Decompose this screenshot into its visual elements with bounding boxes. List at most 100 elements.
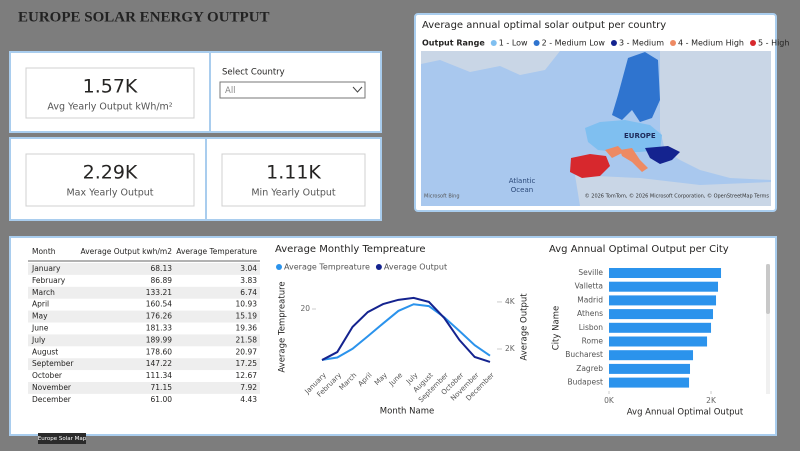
table-cell: 178.60 [146,347,172,356]
legend-marker [670,40,677,46]
map[interactable]: EUROPE Atlantic Ocean Microsoft Bing © 2… [421,51,771,206]
table-cell: November [32,383,72,392]
table-cell: 19.36 [236,324,258,333]
table-cell: 111.34 [146,371,172,380]
legend-label: 2 - Medium Low [542,39,606,48]
table-cell: 133.21 [146,288,172,297]
table-row-band [28,334,260,347]
card-value: 1.11K [266,162,321,184]
y-tick-label: 20 [300,304,310,313]
y-tick-label: Budapest [568,378,604,387]
slicer-dropdown[interactable] [219,81,366,99]
y-tick-label: Seville [578,268,603,277]
table-cell: 68.13 [151,264,173,273]
map-ocean-label: Ocean [511,186,533,194]
table-cell: 61.00 [151,395,173,404]
table-cell: 10.93 [236,300,258,309]
legend-marker [533,40,540,46]
legend-marker [375,264,382,270]
table-cell: April [32,300,49,309]
tooltip [38,433,86,444]
legend-marker [276,264,282,270]
card-label: Avg Yearly Output kWh/m² [47,102,172,113]
map-attribution: © 2026 TomTom, © 2026 Microsoft Corporat… [585,193,770,200]
table-row-band [28,382,260,394]
legend-label: 1 - Low [499,39,528,48]
table-cell: March [32,288,55,297]
tooltip-text: Europe Solar Map [38,436,87,442]
x-axis-title: Month Name [380,407,434,417]
y-tick-label: Bucharest [565,350,603,359]
table-header: Average Output kwh/m2 [81,247,173,256]
table-cell: 3.83 [240,276,257,285]
table-cell: 15.19 [236,312,258,321]
y-tick-label: Rome [582,337,604,346]
table-row-band [28,263,260,275]
table-cell: December [32,395,72,404]
map-legend: Output Range 1 - Low 2 - Medium Low 3 - Med… [422,39,789,48]
x-tick-label: 0K [604,396,615,405]
table-cell: May [32,312,48,321]
table-cell: 4.43 [240,395,257,404]
table-cell: 20.97 [236,347,258,356]
dashboard-title: EUROPE SOLAR ENERGY OUTPUT [18,9,270,25]
table-header: Month [32,247,56,256]
card-label: Max Yearly Output [66,188,153,199]
bar [609,268,722,278]
slicer-value: All [225,86,236,96]
table-row-band [28,358,260,371]
table-cell: 12.67 [236,371,258,380]
map-region [645,146,680,164]
card-label: Min Yearly Output [251,188,336,199]
x-axis-title: Avg Annual Optimal Output [627,408,744,418]
bar [609,350,694,361]
scrollbar-thumb[interactable] [766,264,770,314]
bar [609,363,691,374]
bar [609,309,714,320]
line-series [321,296,491,363]
table-cell: 71.15 [151,383,173,392]
chart-title: Avg Annual Optimal Output per City [549,244,729,255]
legend-label: 5 - High [758,39,789,48]
y-tick-label: Madrid [577,295,603,304]
table-cell: 160.54 [146,300,172,309]
slicer-label: Select Country [222,68,285,78]
legend-label: 4 - Medium High [678,39,744,48]
table-cell: August [32,347,58,356]
table-header: Average Temperature [176,247,257,256]
card-value: 1.57K [83,76,138,98]
map-region [605,146,624,158]
bar [609,377,690,388]
y-axis-title: City Name [552,306,562,350]
legend-marker [490,40,497,46]
card-inner [25,67,195,119]
table-cell: February [32,276,66,285]
map-land [575,175,771,206]
y-tick-label: Valletta [575,282,603,291]
table-cell: October [32,371,63,380]
table-cell: January [31,264,61,273]
table-cell: 6.74 [240,288,257,297]
table-cell: September [32,359,74,368]
y-tick-label: Athens [577,309,603,318]
table-cell: 189.99 [146,335,172,344]
table-cell: 3.04 [240,264,257,273]
bar [609,281,719,292]
legend-label: 3 - Medium [619,39,664,48]
y-axis-title: Average Tempreature [278,281,288,372]
map-region [620,148,648,172]
legend-marker [610,40,617,46]
map-region [585,120,662,152]
bar [609,336,708,347]
table-cell: 147.22 [146,359,172,368]
line-series [321,303,491,361]
map-ocean-label: Atlantic [509,177,536,185]
legend-marker [750,40,756,46]
map-region [612,52,660,122]
legend-title: Output Range [422,39,485,48]
table-cell: July [31,335,46,344]
scrollbar-track[interactable] [766,264,770,394]
dropdown-chevron [352,86,363,93]
